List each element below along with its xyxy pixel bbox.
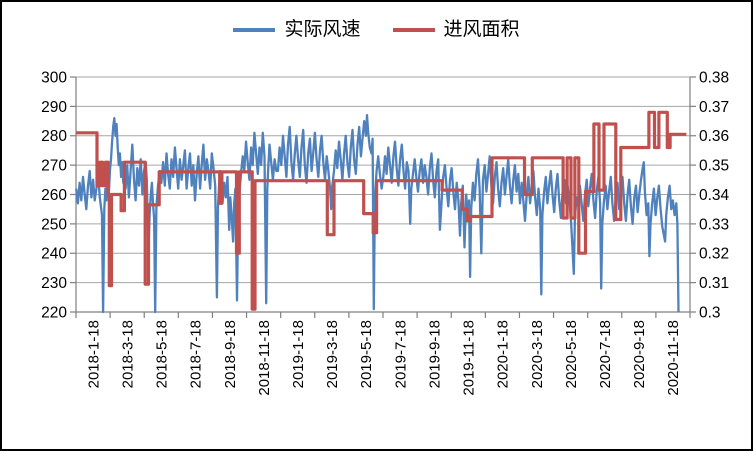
x-axis-tick-label: 2019-9-18 — [426, 320, 443, 388]
x-axis-tick-label: 2018-1-18 — [85, 320, 102, 388]
series-inlet-air-area-line — [76, 110, 687, 311]
x-axis-tick-label: 2020-5-18 — [563, 320, 580, 388]
x-axis-tick-label: 2020-1-18 — [495, 320, 512, 388]
y-left-tick-label: 250 — [41, 216, 67, 233]
series-actual-wind-speed-line — [75, 114, 680, 314]
actual-wind-speed-line-swatch — [233, 27, 276, 32]
x-axis-tick-label: 2018-11-18 — [256, 320, 273, 396]
y-right-tick-label: 0.38 — [699, 69, 729, 86]
legend: 实际风速 进风面积 — [2, 20, 751, 39]
y-right-tick-label: 0.35 — [699, 158, 729, 175]
x-axis-tick-label: 2018-5-18 — [154, 320, 171, 388]
y-right-tick-label: 0.34 — [699, 187, 730, 204]
x-axis-tick-label: 2020-9-18 — [631, 320, 648, 388]
x-axis-tick-label: 2020-11-18 — [665, 320, 682, 396]
y-left-tick-label: 270 — [41, 158, 67, 175]
y-right-tick-label: 0.3 — [699, 304, 721, 321]
y-right-tick-label: 0.31 — [699, 275, 729, 292]
x-axis-tick-label: 2018-3-18 — [119, 320, 136, 388]
x-axis-tick-label: 2019-5-18 — [358, 320, 375, 388]
x-axis-tick-label: 2019-7-18 — [392, 320, 409, 388]
x-axis-tick-label: 2020-7-18 — [597, 320, 614, 388]
legend-label-actual-wind-speed: 实际风速 — [284, 19, 361, 40]
y-right-tick-label: 0.37 — [699, 99, 729, 116]
x-axis-tick-label: 2019-3-18 — [324, 320, 341, 388]
y-left-tick-label: 220 — [41, 304, 67, 321]
y-right-tick-label: 0.32 — [699, 246, 729, 263]
y-left-tick-label: 260 — [41, 187, 67, 204]
y-left-tick-label: 300 — [41, 69, 67, 86]
legend-item-actual-wind-speed: 实际风速 — [233, 19, 361, 40]
y-left-tick-label: 290 — [41, 99, 67, 116]
y-left-tick-label: 240 — [41, 246, 67, 263]
legend-label-inlet-air-area: 进风面积 — [443, 19, 520, 40]
y-left-tick-label: 280 — [41, 128, 67, 145]
x-axis-tick-label: 2018-7-18 — [188, 320, 205, 388]
y-left-tick-label: 230 — [41, 275, 67, 292]
inlet-air-area-line-swatch — [392, 27, 435, 32]
legend-item-inlet-air-area: 进风面积 — [392, 19, 520, 40]
x-axis-tick-label: 2018-9-18 — [222, 320, 239, 388]
x-axis-tick-label: 2019-1-18 — [290, 320, 307, 388]
x-axis-tick-label: 2019-11-18 — [461, 320, 478, 396]
y-right-tick-label: 0.36 — [699, 128, 729, 145]
x-axis-tick-label: 2020-3-18 — [529, 320, 546, 388]
y-right-tick-label: 0.33 — [699, 216, 729, 233]
